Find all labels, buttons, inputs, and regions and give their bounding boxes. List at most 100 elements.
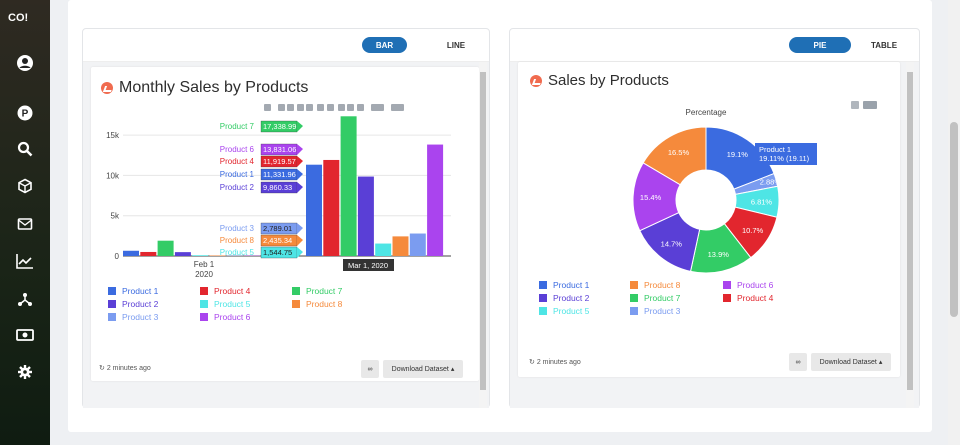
table-toggle[interactable]: TABLE [870,40,898,50]
pie-chart[interactable]: Percentage 19.1% 2.88% 6.81% 10.7% 13.9% 14.7%… [518,108,900,288]
caret-up-icon: ▴ [450,366,455,373]
refresh-icon: ↻ [99,365,107,372]
legend-item[interactable]: Product 2 [108,299,200,309]
user-circle-icon[interactable] [15,53,35,73]
legend-label: Product 5 [214,299,251,309]
link-button[interactable]: ∞ [789,353,807,371]
bar [123,250,139,256]
page-scroll-thumb[interactable] [950,122,958,317]
legend-item[interactable]: Product 7 [292,286,384,296]
chart-title-text: Monthly Sales by Products [119,79,309,96]
scroll-thumb[interactable] [480,72,486,390]
pie-slice-label: 13.9% [708,250,730,259]
legend-item[interactable]: Product 6 [200,312,292,322]
bar-toggle[interactable]: BAR [362,37,407,53]
legend-swatch [630,294,638,302]
cash-icon[interactable] [15,325,35,345]
legend-label: Product 5 [553,306,590,316]
legend-item[interactable]: Product 1 [108,286,200,296]
hover-date-box [343,259,394,271]
mail-icon[interactable] [15,214,35,234]
hover-value: 9,860.33 [263,183,292,192]
legend-item[interactable]: Product 4 [723,293,813,303]
pie-toggle[interactable]: PIE [789,37,851,53]
legend-item[interactable]: Product 2 [539,293,630,303]
legend-swatch [539,307,547,315]
bar [306,164,322,256]
legend-swatch [630,307,638,315]
legend-item[interactable]: Product 7 [630,293,723,303]
p-circle-icon[interactable]: P [15,103,35,123]
chart-card: Monthly Sales by Products 0 5k 10k 15k Feb 1… [91,67,479,381]
bar-legend: Product 1 Product 4 Product 7 Product 2 Prod… [108,286,384,322]
bar [375,243,392,256]
bar [140,251,157,256]
bar [323,159,340,256]
link-icon: ∞ [795,358,801,366]
bar [427,144,444,256]
pie-slice-label: 10.7% [742,226,764,235]
bar [192,255,209,256]
trend-icon[interactable] [15,251,35,271]
hover-pointer [297,156,303,167]
modebar-icon [327,104,334,111]
hover-series-name: Product 1 [220,170,255,179]
legend-item[interactable]: Product 5 [539,306,630,316]
pie-slice [705,126,775,190]
modebar-icon [357,104,364,111]
chart-title: Monthly Sales by Products [101,79,308,97]
hover-series-name: Product 8 [220,236,255,245]
cube-icon[interactable] [15,176,35,196]
search-icon[interactable] [15,139,35,159]
legend-label: Product 8 [644,280,681,290]
legend-swatch [723,294,731,302]
network-icon[interactable] [15,289,35,309]
pie-slice-label: 2.88% [760,177,782,186]
legend-swatch [539,294,547,302]
camera-icon[interactable] [851,101,859,109]
legend-label: Product 6 [214,312,251,322]
legend-label: Product 3 [644,306,681,316]
legend-item[interactable]: Product 3 [108,312,200,322]
pie-hover-value: 19.11% (19.11) [759,154,810,163]
legend-item[interactable]: Product 6 [723,280,813,290]
legend-item[interactable]: Product 3 [630,306,723,316]
scroll-thumb[interactable] [907,72,913,390]
page-scrollbar[interactable] [948,0,960,445]
hover-pointer [297,144,303,155]
legend-label: Product 8 [306,299,343,309]
legend-swatch [200,313,208,321]
modebar-icon [264,104,271,111]
hover-pointer [297,169,303,180]
pie-slice-label: 6.81% [751,197,773,206]
legend-swatch [723,281,731,289]
download-label: Download Dataset [391,365,449,373]
hover-series-name: Product 5 [220,248,255,257]
line-toggle[interactable]: LINE [446,40,466,50]
legend-item[interactable]: Product 4 [200,286,292,296]
download-label: Download Dataset [819,358,877,366]
gear-icon[interactable] [15,362,35,382]
chart-scrollbar[interactable] [906,62,914,408]
legend-item[interactable]: Product 8 [292,299,384,309]
hover-series-name: Product 2 [220,183,255,192]
legend-label: Product 6 [737,280,774,290]
legend-swatch [200,287,208,295]
hover-pointer [297,121,303,132]
hover-pointer [297,247,303,258]
link-button[interactable]: ∞ [361,360,379,378]
updated-text: 2 minutes ago [536,359,581,366]
bar [357,176,374,256]
legend-item[interactable]: Product 1 [539,280,630,290]
download-dataset-button[interactable]: Download Dataset ▴ [811,353,891,371]
legend-label: Product 1 [122,286,159,296]
pie-slice [642,126,707,186]
hover-value: 2,789.01 [263,224,292,233]
legend-item[interactable]: Product 5 [200,299,292,309]
pie-hover-box [755,143,817,165]
legend-item[interactable]: Product 8 [630,280,723,290]
download-dataset-button[interactable]: Download Dataset ▴ [383,360,463,378]
chart-scrollbar[interactable] [479,62,487,408]
tag-icon[interactable] [863,101,877,109]
